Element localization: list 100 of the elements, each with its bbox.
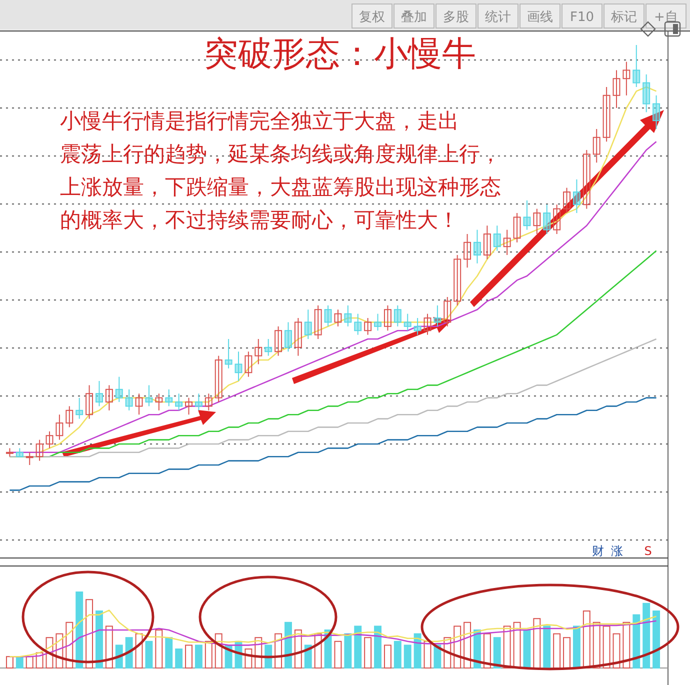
candlestick: [254, 338, 262, 365]
candlestick: [86, 384, 94, 420]
candlestick: [523, 200, 531, 230]
bar: [105, 626, 113, 668]
bar: [364, 637, 372, 668]
candlestick: [165, 388, 173, 407]
bar: [86, 599, 94, 668]
text: F10: [570, 10, 594, 25]
candlestick: [622, 61, 630, 96]
bar: [344, 633, 352, 668]
bar: [384, 644, 392, 668]
bar: [553, 633, 561, 668]
candlestick: [135, 393, 143, 416]
text: S: [644, 544, 652, 558]
candlestick: [424, 313, 432, 336]
bar: [582, 610, 590, 668]
text: 标记: [610, 10, 637, 25]
candlestick: [115, 376, 123, 402]
bar: [175, 648, 183, 668]
bar: [165, 637, 173, 668]
candlestick: [334, 309, 342, 327]
candlestick: [26, 452, 34, 466]
candlestick: [314, 304, 322, 340]
bar: [572, 626, 580, 668]
bar: [194, 644, 202, 668]
bar: [493, 637, 501, 668]
candlestick: [344, 304, 352, 327]
candlestick: [105, 384, 113, 411]
bar: [185, 644, 192, 668]
text: 统计: [485, 10, 511, 25]
candlestick: [444, 296, 452, 327]
bar: [204, 640, 212, 668]
candlestick: [274, 326, 282, 356]
bar: [354, 626, 362, 668]
bar: [523, 630, 531, 668]
bar: [16, 656, 24, 668]
candlestick: [592, 128, 600, 164]
bar: [96, 610, 103, 668]
candlestick: [602, 86, 610, 142]
candlestick: [304, 309, 312, 340]
candlestick: [76, 397, 84, 420]
candlestick: [513, 212, 521, 243]
candlestick: [354, 313, 362, 336]
candlestick: [324, 304, 332, 327]
candlestick: [224, 338, 232, 369]
bar: [533, 618, 541, 668]
candlestick: [194, 393, 202, 411]
text: 涨: [611, 544, 623, 558]
bar: [155, 630, 163, 668]
candlestick: [175, 393, 183, 411]
candlestick: [533, 208, 541, 234]
candlestick: [454, 254, 462, 306]
candlestick: [96, 380, 103, 407]
text: 复权: [359, 10, 385, 25]
candlestick: [66, 406, 74, 428]
bar: [125, 637, 133, 668]
candlestick: [264, 338, 272, 356]
candlestick: [553, 204, 561, 234]
candlestick: [244, 351, 252, 378]
candlestick: [214, 355, 222, 402]
candlestick: [464, 234, 472, 268]
bar: [26, 656, 34, 668]
candlestick: [582, 150, 590, 210]
candlestick: [125, 388, 133, 411]
candlestick: [294, 318, 302, 356]
candlestick: [46, 430, 54, 449]
text: +自: [654, 10, 678, 25]
bar: [6, 656, 14, 668]
bar: [145, 640, 153, 668]
annotation: 小慢牛行情是指行情完全独立于大盘，走出: [60, 109, 459, 133]
candlestick: [652, 94, 660, 130]
chart-title: 突破形态：小慢牛: [204, 34, 476, 74]
bar: [513, 622, 521, 668]
bar: [483, 633, 491, 668]
annotation: 的概率大，不过持续需要耐心，可靠性大！: [60, 208, 459, 232]
bar: [602, 626, 610, 668]
bar: [543, 626, 551, 668]
bar: [404, 644, 412, 668]
bar: [642, 602, 650, 668]
candlestick: [632, 44, 640, 88]
candlestick: [16, 448, 24, 458]
candlestick: [374, 313, 382, 332]
candlestick: [503, 229, 511, 256]
candlestick: [145, 384, 153, 407]
candlestick: [284, 322, 292, 352]
text: 叠加: [401, 10, 427, 25]
candlestick: [543, 204, 551, 234]
bar: [374, 626, 382, 668]
bar: [264, 644, 272, 668]
bar: [334, 640, 342, 668]
candlestick: [434, 304, 442, 327]
candlestick: [563, 187, 570, 214]
text: 财: [592, 544, 604, 558]
candlestick: [483, 225, 491, 260]
candlestick: [414, 318, 422, 336]
bar: [622, 622, 630, 668]
candlestick: [394, 304, 402, 327]
candlestick: [36, 439, 44, 462]
text: 画线: [527, 10, 553, 25]
candlestick: [155, 393, 163, 411]
